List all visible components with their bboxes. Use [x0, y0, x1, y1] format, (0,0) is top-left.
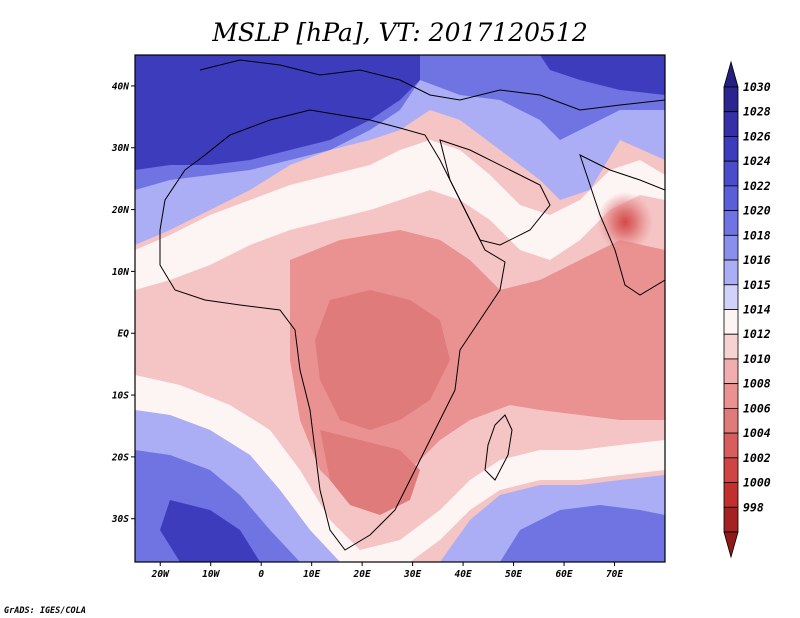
- colorbar-label: 1000: [743, 476, 771, 490]
- x-tick-label: 0: [258, 569, 264, 580]
- colorbar-label: 1022: [743, 179, 771, 193]
- transition-strip-south: [135, 375, 665, 562]
- colorbar-swatch: [723, 407, 739, 434]
- colorbar-label: 998: [743, 500, 764, 514]
- colorbar-swatch: [723, 482, 739, 508]
- x-tick-label: 20W: [151, 569, 170, 580]
- x-tick-label: 30E: [403, 569, 421, 580]
- india-coastline: [579, 154, 665, 296]
- india-low-center: [597, 192, 653, 252]
- x-tick-label: 70E: [606, 569, 623, 580]
- colorbar-swatch: [723, 432, 739, 459]
- axis-ticks: 20W 10W 0 10E 20E 30E 40E 50E 60E 70E 40N 30N 20N 10N…: [111, 81, 624, 580]
- y-tick-label: 20N: [111, 205, 129, 216]
- colorbar: 1030 1028 1026 1024 1022 1020 1018 1016 1015 1014…: [723, 60, 771, 559]
- high-pressure-northeast: [540, 55, 665, 95]
- africa-coastline: [159, 109, 506, 551]
- colorbar-swatch: [723, 136, 739, 162]
- colorbar-label: 1030: [743, 80, 771, 94]
- colorbar-swatch: [723, 284, 739, 310]
- y-tick-label: 20S: [111, 452, 129, 463]
- x-tick-label: 50E: [505, 569, 522, 580]
- chart-title: MSLP [hPa], VT: 2017120512: [211, 18, 587, 47]
- colorbar-label: 1026: [743, 129, 771, 143]
- colorbar-label: 1024: [743, 154, 771, 168]
- x-tick-label: 10E: [303, 569, 320, 580]
- y-tick-label: 30N: [111, 143, 129, 154]
- colorbar-label: 1008: [743, 377, 771, 391]
- madagascar-coastline: [484, 414, 513, 481]
- x-tick-label: 10W: [202, 569, 220, 580]
- high-pressure-southeast-core: [500, 505, 665, 562]
- colorbar-label: 1010: [743, 352, 771, 366]
- colorbar-label: 1015: [743, 278, 771, 292]
- coastlines: [159, 59, 665, 551]
- y-tick-label: 10N: [112, 267, 129, 278]
- southern-africa-low: [320, 430, 420, 515]
- colorbar-label: 1014: [743, 303, 771, 317]
- colorbar-swatch: [723, 383, 739, 409]
- y-tick-label: 40N: [112, 81, 129, 92]
- colorbar-swatch: [723, 309, 739, 335]
- colorbar-label: 1028: [743, 105, 771, 119]
- y-tick-label: 30S: [111, 514, 129, 525]
- colorbar-swatch: [723, 506, 739, 533]
- colorbar-swatch: [723, 160, 739, 187]
- colorbar-label: 1020: [743, 204, 771, 218]
- colorbar-label: 1006: [743, 401, 771, 415]
- colorbar-swatch: [723, 210, 739, 236]
- colorbar-swatch: [723, 333, 739, 360]
- high-pressure-south-deep: [160, 500, 260, 562]
- transition-strip-north: [135, 140, 665, 290]
- colorbar-label: 1012: [743, 327, 771, 341]
- colorbar-label: 1004: [743, 426, 771, 440]
- high-pressure-north-core-2: [135, 55, 420, 170]
- x-tick-label: 40E: [455, 569, 472, 580]
- colorbar-swatch: [723, 185, 739, 212]
- pressure-map: [135, 55, 665, 562]
- credit-text: GrADS: IGES/COLA: [4, 606, 86, 616]
- central-africa-low: [315, 290, 450, 430]
- colorbar-label: 1016: [743, 253, 771, 267]
- colorbar-swatch: [723, 457, 739, 483]
- colorbar-swatch: [723, 234, 739, 261]
- europe-coastline: [199, 59, 665, 111]
- y-tick-label: 10S: [112, 391, 129, 402]
- colorbar-label: 1018: [743, 228, 771, 242]
- y-tick-label: EQ: [118, 329, 130, 340]
- map-frame: [134, 54, 666, 563]
- x-tick-label: 60E: [555, 569, 572, 580]
- arabia-coastline: [439, 139, 551, 246]
- colorbar-top-arrow: [723, 60, 739, 88]
- colorbar-swatch: [723, 86, 739, 113]
- colorbar-bottom-arrow: [723, 531, 739, 559]
- colorbar-swatch: [723, 111, 739, 137]
- colorbar-label: 1002: [743, 451, 771, 465]
- x-tick-label: 20E: [353, 569, 371, 580]
- colorbar-swatch: [723, 358, 739, 385]
- colorbar-swatch: [723, 259, 739, 286]
